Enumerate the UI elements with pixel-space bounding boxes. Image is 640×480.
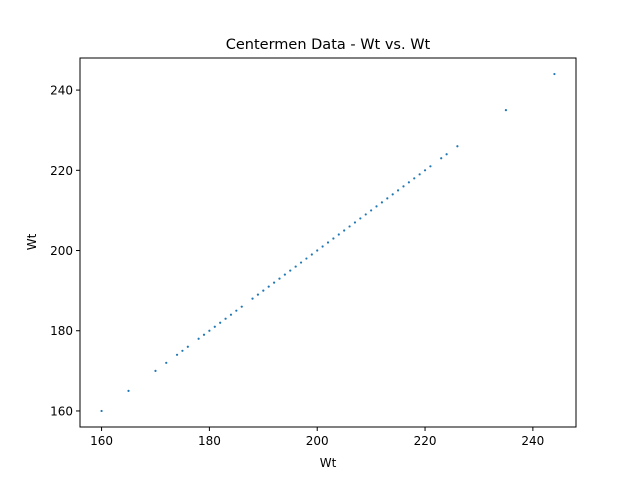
data-point xyxy=(348,225,351,228)
data-point xyxy=(359,217,362,220)
data-point xyxy=(353,221,357,224)
x-axis-ticks: 160 180 200 220 240 xyxy=(90,427,544,448)
data-point xyxy=(445,153,448,156)
axes-frame xyxy=(79,57,577,428)
data-point xyxy=(553,72,556,76)
data-point xyxy=(343,229,346,232)
y-tick-label: 220 xyxy=(50,164,73,178)
x-axis-label: Wt xyxy=(320,456,337,470)
data-point xyxy=(370,209,373,212)
x-tick-label: 220 xyxy=(414,434,437,448)
data-point xyxy=(240,305,243,308)
data-point xyxy=(294,265,297,268)
data-point xyxy=(337,233,340,236)
chart-title: Centermen Data - Wt vs. Wt xyxy=(226,37,431,53)
data-point xyxy=(100,409,103,413)
x-tick-label: 180 xyxy=(198,434,221,448)
data-point xyxy=(256,293,260,296)
y-tick-label: 160 xyxy=(50,404,73,418)
data-point xyxy=(267,285,270,288)
data-point xyxy=(413,177,416,180)
data-point xyxy=(326,241,330,244)
data-point xyxy=(332,237,335,240)
data-point xyxy=(396,189,400,192)
data-point xyxy=(321,245,324,248)
y-axis-label: Wt xyxy=(25,233,39,250)
data-point xyxy=(418,173,421,176)
data-point xyxy=(283,273,286,276)
y-tick-label: 240 xyxy=(50,84,73,98)
data-point xyxy=(181,349,184,352)
data-point xyxy=(235,309,238,312)
data-point xyxy=(175,353,179,356)
data-point xyxy=(262,289,265,292)
data-point xyxy=(299,261,303,264)
data-point xyxy=(208,329,211,332)
data-point xyxy=(202,333,206,336)
data-point xyxy=(197,337,200,340)
data-point xyxy=(213,325,216,328)
data-point xyxy=(305,257,308,260)
data-point xyxy=(186,345,189,348)
data-point xyxy=(440,157,443,160)
data-point xyxy=(364,213,367,216)
data-point xyxy=(429,165,432,168)
data-point xyxy=(504,109,508,112)
data-point xyxy=(380,201,384,204)
data-point xyxy=(154,369,157,372)
data-point xyxy=(127,389,130,393)
data-point xyxy=(229,313,233,316)
data-point xyxy=(391,193,394,196)
data-point xyxy=(375,205,378,208)
y-tick-label: 180 xyxy=(50,324,73,338)
data-point xyxy=(165,361,168,364)
data-point xyxy=(407,181,410,184)
x-tick-label: 240 xyxy=(521,434,544,448)
data-point xyxy=(272,281,276,284)
data-point xyxy=(386,197,389,200)
data-points xyxy=(100,72,556,413)
data-point xyxy=(402,185,405,188)
data-point xyxy=(456,145,459,148)
data-point xyxy=(310,253,313,256)
data-point xyxy=(251,297,254,300)
data-point xyxy=(423,169,427,172)
y-tick-label: 200 xyxy=(50,244,73,258)
x-tick-label: 160 xyxy=(90,434,113,448)
data-point xyxy=(219,321,222,324)
y-axis-ticks: 160 180 200 220 240 xyxy=(50,84,80,418)
data-point xyxy=(278,277,281,280)
data-point xyxy=(289,269,292,272)
x-tick-label: 200 xyxy=(306,434,329,448)
data-point xyxy=(224,317,227,320)
data-point xyxy=(316,249,319,252)
